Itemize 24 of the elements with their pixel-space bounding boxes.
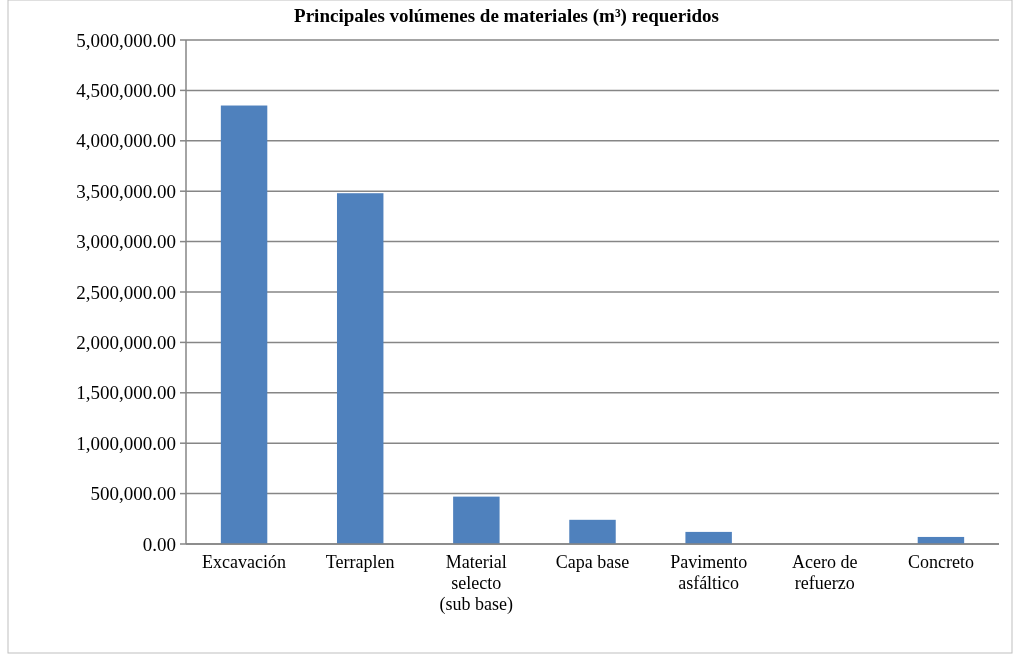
y-tick-label: 5,000,000.00 (76, 29, 176, 51)
y-tick-label: 1,500,000.00 (76, 382, 176, 404)
bar (336, 193, 384, 544)
bar (569, 519, 616, 544)
y-tick-label: 4,500,000.00 (76, 80, 176, 102)
y-tick-label: 500,000.00 (90, 483, 176, 505)
bar (685, 531, 732, 544)
y-tick-label: 3,500,000.00 (76, 180, 176, 202)
x-tick-label: Acero de refuerzo (792, 552, 858, 593)
y-tick-label: 0.00 (142, 533, 176, 555)
chart-title: Principales volúmenes de materiales (m³) requeridos (294, 5, 719, 27)
x-tick-label: Concreto (907, 552, 974, 572)
y-tick-label: 3,000,000.00 (76, 231, 176, 253)
y-tick-label: 2,000,000.00 (76, 332, 176, 354)
x-tick-label: Terraplen (325, 552, 395, 572)
x-tick-label: Material selecto (sub base) (439, 552, 514, 615)
x-tick-label: Pavimento asfáltico (670, 552, 748, 593)
bar (220, 105, 268, 544)
y-tick-label: 4,000,000.00 (76, 130, 176, 152)
y-tick-label: 1,000,000.00 (76, 432, 176, 454)
y-tick-label: 2,500,000.00 (76, 281, 176, 303)
x-tick-label: Excavación (202, 552, 287, 572)
bar (453, 496, 500, 544)
x-tick-label: Capa base (555, 552, 630, 572)
